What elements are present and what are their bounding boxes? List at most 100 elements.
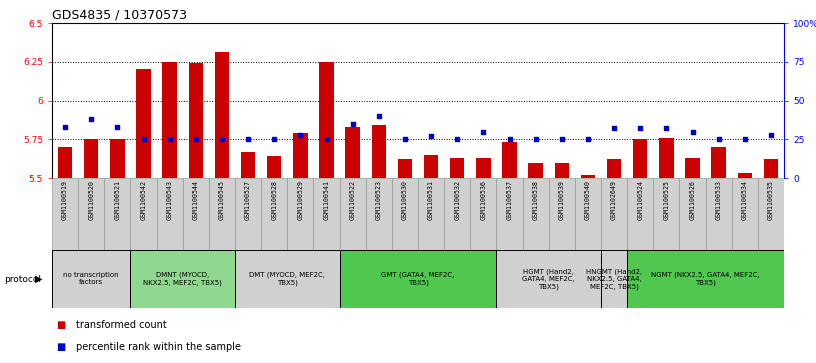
Text: transformed count: transformed count xyxy=(77,320,167,330)
Text: GSM1100541: GSM1100541 xyxy=(323,180,330,220)
Text: GSM1100524: GSM1100524 xyxy=(637,180,643,220)
Text: GSM1100520: GSM1100520 xyxy=(88,180,94,220)
Bar xyxy=(581,175,595,178)
Bar xyxy=(261,178,287,250)
Text: GSM1100545: GSM1100545 xyxy=(219,180,225,220)
Point xyxy=(555,136,568,142)
Bar xyxy=(529,163,543,178)
Bar xyxy=(654,178,680,250)
Text: GSM1100534: GSM1100534 xyxy=(742,180,747,220)
Text: GSM1100529: GSM1100529 xyxy=(297,180,304,220)
Bar xyxy=(607,159,621,178)
Bar xyxy=(131,250,235,308)
Bar xyxy=(706,178,732,250)
Bar xyxy=(110,139,125,178)
Point xyxy=(163,136,176,142)
Text: GSM1100538: GSM1100538 xyxy=(533,180,539,220)
Bar xyxy=(555,163,569,178)
Text: GSM1100530: GSM1100530 xyxy=(402,180,408,220)
Text: GSM1100539: GSM1100539 xyxy=(559,180,565,220)
Bar xyxy=(601,178,628,250)
Text: GSM1100542: GSM1100542 xyxy=(140,180,147,220)
Bar xyxy=(764,159,778,178)
Bar xyxy=(758,178,784,250)
Bar xyxy=(235,250,339,308)
Point xyxy=(608,126,621,131)
Bar xyxy=(633,139,647,178)
Point xyxy=(660,126,673,131)
Text: GSM1100535: GSM1100535 xyxy=(768,180,774,220)
Text: GSM1100521: GSM1100521 xyxy=(114,180,120,220)
Bar xyxy=(601,250,628,308)
Bar xyxy=(267,156,282,178)
Point xyxy=(137,136,150,142)
Text: GSM1100531: GSM1100531 xyxy=(428,180,434,220)
Bar xyxy=(235,178,261,250)
Bar xyxy=(450,158,464,178)
Text: protocol: protocol xyxy=(4,274,41,284)
Point xyxy=(189,136,202,142)
Text: GSM1100519: GSM1100519 xyxy=(62,180,68,220)
Bar xyxy=(339,178,366,250)
Point xyxy=(712,136,725,142)
Text: percentile rank within the sample: percentile rank within the sample xyxy=(77,342,242,352)
Bar xyxy=(503,142,517,178)
Point xyxy=(450,136,463,142)
Bar xyxy=(188,63,203,178)
Point xyxy=(634,126,647,131)
Bar xyxy=(424,155,438,178)
Text: GMT (GATA4, MEF2C,
TBX5): GMT (GATA4, MEF2C, TBX5) xyxy=(381,272,455,286)
Point xyxy=(111,124,124,130)
Text: GSM1100537: GSM1100537 xyxy=(507,180,512,220)
Bar xyxy=(397,159,412,178)
Point xyxy=(215,136,228,142)
Bar xyxy=(52,250,131,308)
Bar xyxy=(574,178,601,250)
Text: GSM1100523: GSM1100523 xyxy=(376,180,382,220)
Point xyxy=(686,129,699,134)
Bar xyxy=(392,178,418,250)
Bar xyxy=(345,127,360,178)
Bar xyxy=(444,178,470,250)
Text: GSM1100533: GSM1100533 xyxy=(716,180,721,220)
Bar xyxy=(496,250,601,308)
Bar xyxy=(162,62,177,178)
Bar xyxy=(157,178,183,250)
Bar xyxy=(680,178,706,250)
Text: GDS4835 / 10370573: GDS4835 / 10370573 xyxy=(52,9,187,22)
Bar xyxy=(52,178,78,250)
Point xyxy=(738,136,752,142)
Bar xyxy=(78,178,104,250)
Bar xyxy=(371,125,386,178)
Text: GSM1100527: GSM1100527 xyxy=(245,180,251,220)
Point xyxy=(320,136,333,142)
Bar xyxy=(293,133,308,178)
Bar xyxy=(84,139,99,178)
Bar xyxy=(659,138,673,178)
Text: DMT (MYOCD, MEF2C,
TBX5): DMT (MYOCD, MEF2C, TBX5) xyxy=(249,272,326,286)
Bar xyxy=(628,250,784,308)
Bar xyxy=(313,178,339,250)
Bar xyxy=(712,147,726,178)
Text: no transcription
factors: no transcription factors xyxy=(64,273,119,286)
Bar xyxy=(215,52,229,178)
Text: GSM1100522: GSM1100522 xyxy=(349,180,356,220)
Bar xyxy=(136,69,151,178)
Text: GSM1100526: GSM1100526 xyxy=(690,180,695,220)
Bar xyxy=(477,158,490,178)
Point xyxy=(242,136,255,142)
Text: DMNT (MYOCD,
NKX2.5, MEF2C, TBX5): DMNT (MYOCD, NKX2.5, MEF2C, TBX5) xyxy=(144,272,222,286)
Bar xyxy=(319,62,334,178)
Text: GSM1100544: GSM1100544 xyxy=(193,180,199,220)
Text: GSM1100543: GSM1100543 xyxy=(166,180,173,220)
Bar xyxy=(548,178,574,250)
Point xyxy=(85,116,98,122)
Text: NGMT (NKX2.5, GATA4, MEF2C,
TBX5): NGMT (NKX2.5, GATA4, MEF2C, TBX5) xyxy=(651,272,760,286)
Text: GSM1100536: GSM1100536 xyxy=(481,180,486,220)
Bar xyxy=(628,178,654,250)
Text: GSM1102649: GSM1102649 xyxy=(611,180,617,220)
Point xyxy=(424,133,437,139)
Point xyxy=(477,129,490,134)
Bar xyxy=(522,178,548,250)
Bar xyxy=(104,178,131,250)
